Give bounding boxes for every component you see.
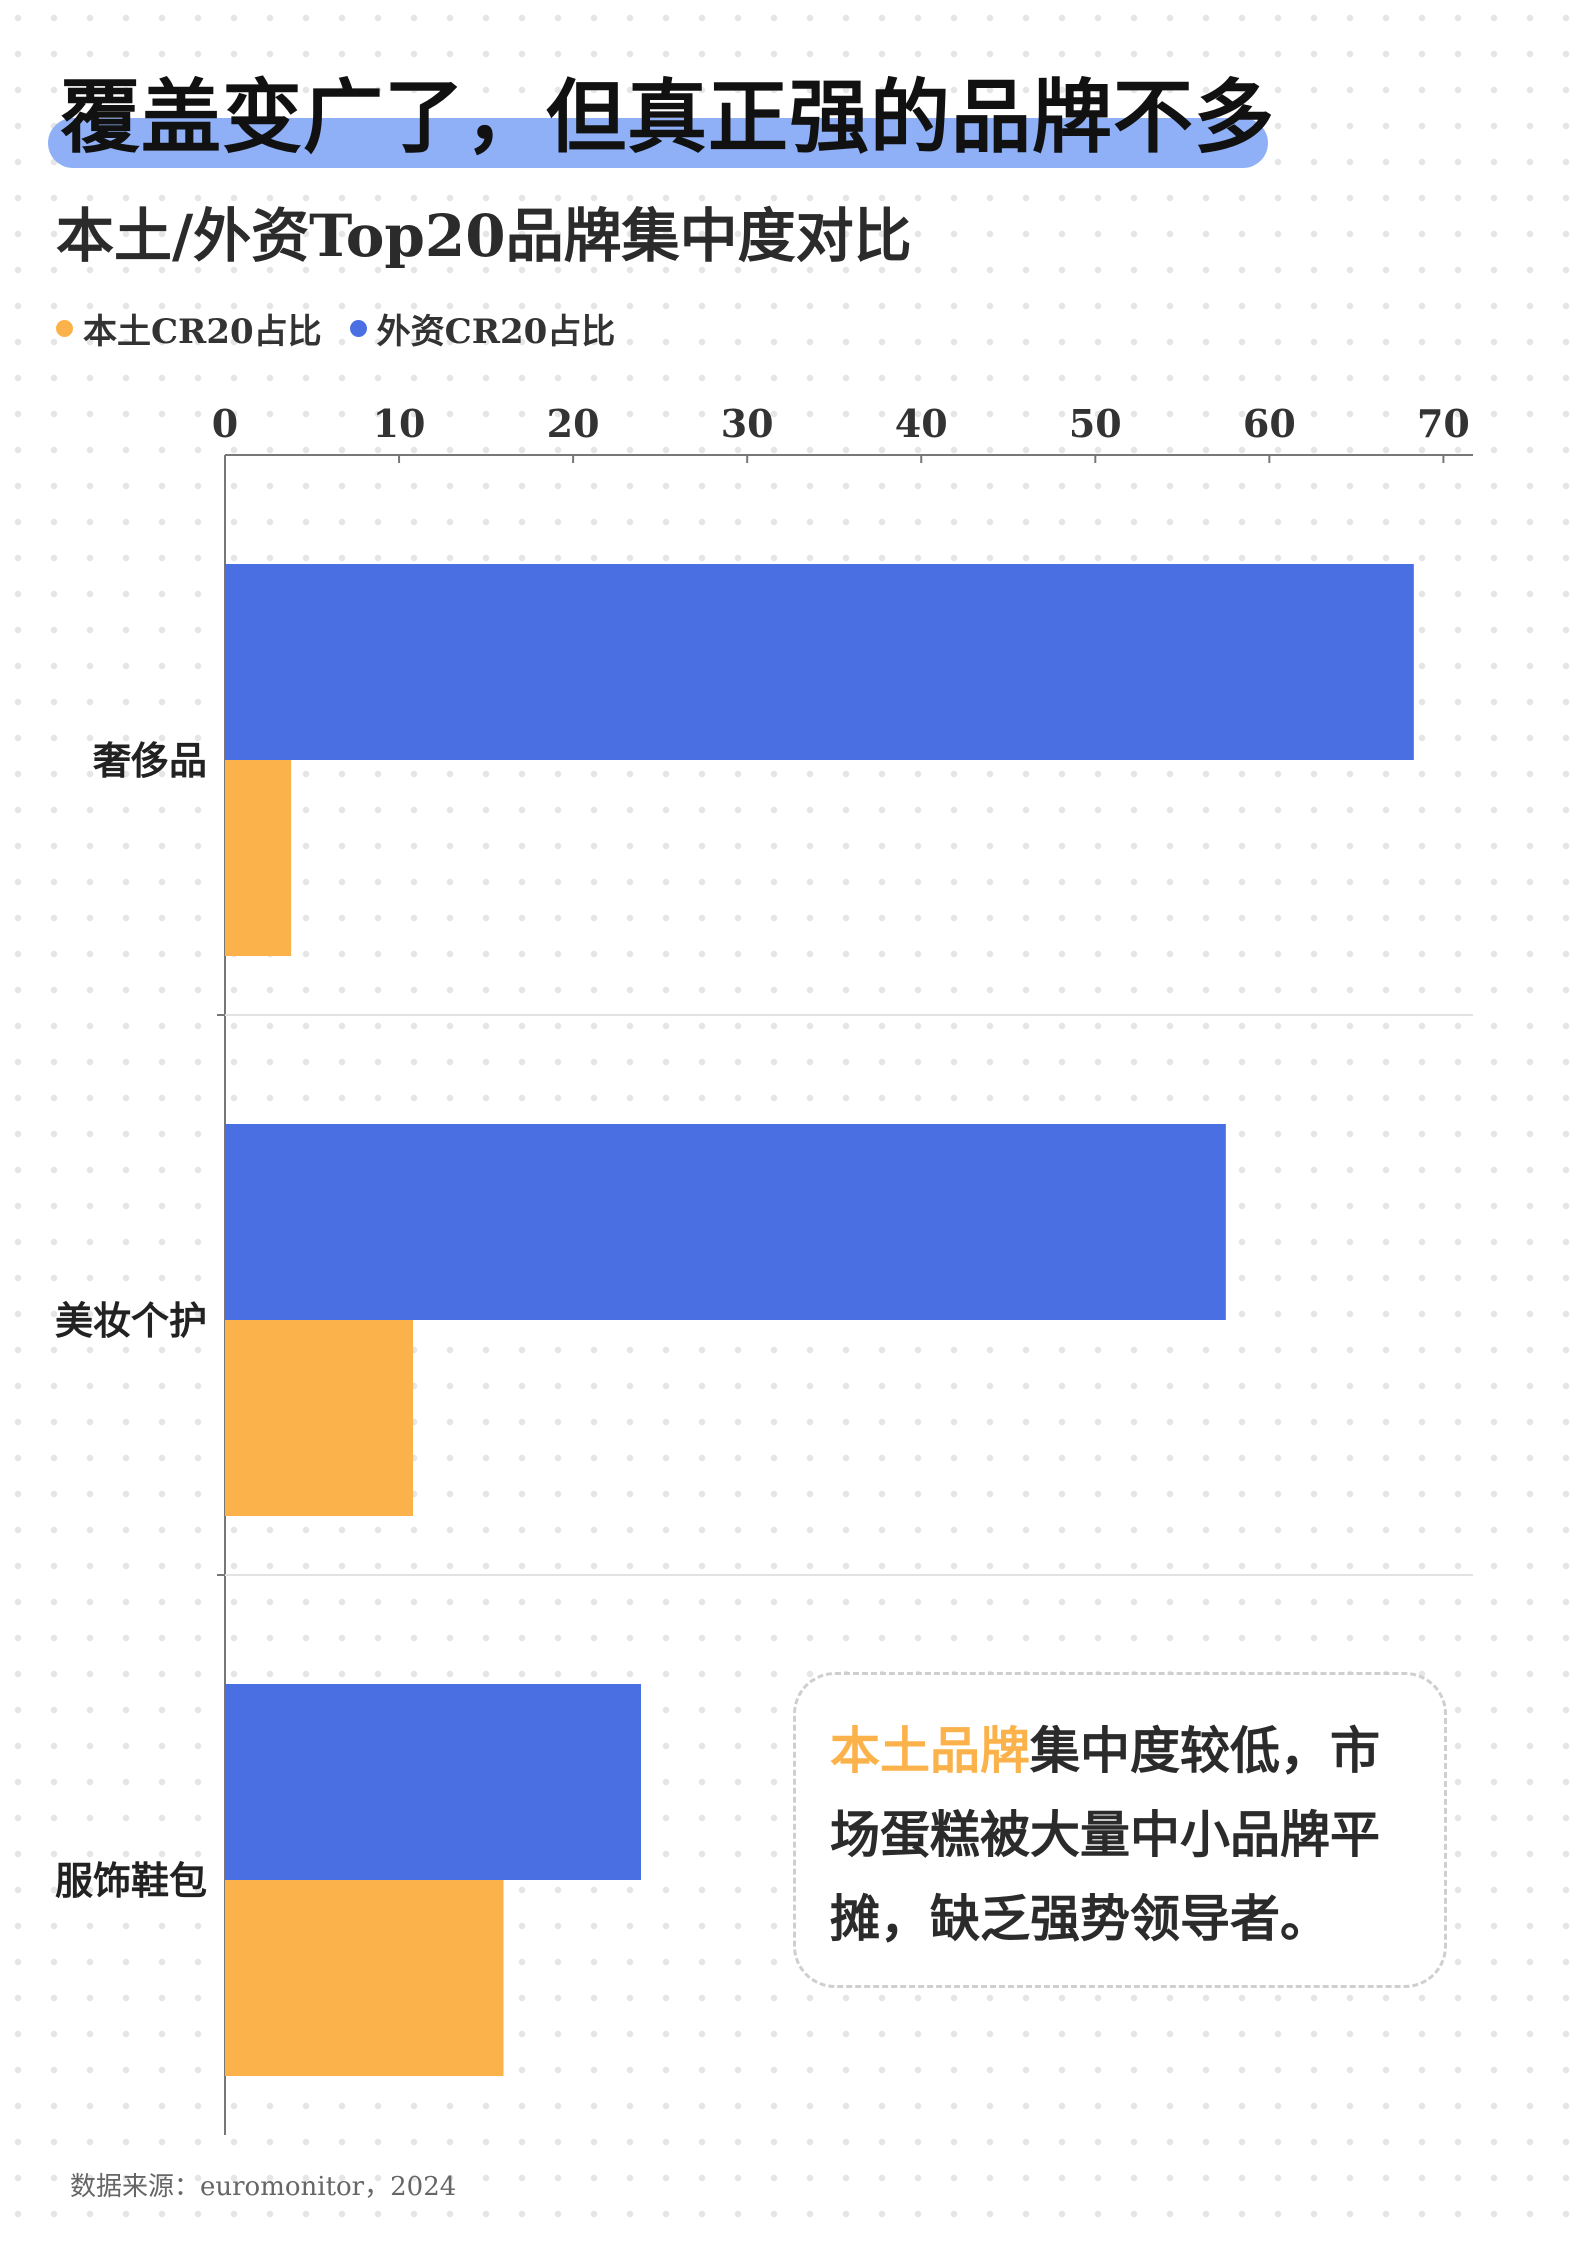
legend-item-foreign: 外资CR20占比 [349, 304, 616, 353]
bar-foreign [225, 1124, 1226, 1320]
callout-highlight: 本土品牌 [830, 1721, 1030, 1780]
headline-block: 覆盖变广了，但真正强的品牌不多 [48, 62, 1274, 172]
chart-subtitle: 本土/外资Top20品牌集中度对比 [56, 202, 912, 270]
category-label: 奢侈品 [93, 738, 207, 783]
category-label: 服饰鞋包 [55, 1858, 207, 1903]
x-tick-label: 70 [1417, 401, 1470, 446]
headline-highlight-bar [48, 118, 1268, 168]
bar-foreign [225, 564, 1414, 760]
callout-box: 本土品牌集中度较低，市场蛋糕被大量中小品牌平摊，缺乏强势领导者。 [793, 1672, 1447, 1988]
legend-label-domestic: 本土CR20占比 [83, 311, 322, 352]
legend-dot-foreign [349, 319, 367, 337]
x-tick-label: 40 [895, 401, 948, 446]
x-tick-label: 10 [373, 401, 426, 446]
legend: 本土CR20占比 外资CR20占比 [56, 304, 616, 353]
x-tick-label: 20 [547, 401, 600, 446]
bar-foreign [225, 1684, 641, 1880]
legend-dot-domestic [56, 319, 73, 337]
category-label: 美妆个护 [55, 1298, 207, 1343]
x-tick-label: 60 [1243, 401, 1296, 446]
headline: 覆盖变广了，但真正强的品牌不多 [60, 70, 1275, 164]
x-tick-label: 50 [1069, 401, 1122, 446]
callout-text: 集中度较低，市场蛋糕被大量中小品牌平摊，缺乏强势领导者。 [830, 1721, 1380, 1948]
legend-label-foreign: 外资CR20占比 [376, 311, 616, 352]
source-note: 数据来源：euromonitor，2024 [70, 2172, 457, 2202]
bar-domestic [225, 760, 292, 956]
bar-domestic [225, 1880, 504, 2076]
x-tick-label: 0 [212, 401, 238, 446]
x-tick-label: 30 [721, 401, 774, 446]
legend-item-domestic: 本土CR20占比 [56, 304, 322, 353]
bar-domestic [225, 1320, 413, 1516]
